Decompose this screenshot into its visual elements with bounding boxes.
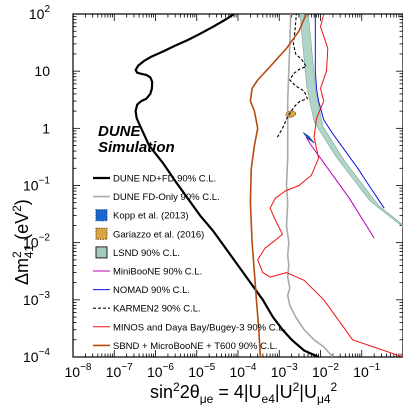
x-tick-label: 10−8 — [65, 362, 92, 380]
y-tick-label: 102 — [29, 4, 51, 22]
legend-label-kopp-et-al-2013: Kopp et al. (2013) — [113, 211, 189, 222]
karmen2-90-c-l-curve — [276, 14, 308, 138]
kopp-allowed-region — [302, 132, 315, 144]
legend-swatch-kopp-et-al-2013 — [95, 209, 108, 222]
legend-label-dune-fd-only-90-c-l: DUNE FD-Only 90% C.L. — [113, 192, 220, 203]
legend-label-miniboone-90-c-l: MiniBooNE 90% C.L. — [113, 267, 202, 278]
y-tick-label: 10−1 — [23, 176, 50, 194]
x-tick-label: 10−5 — [188, 362, 215, 380]
legend: DUNE ND+FD 90% C.L. DUNE FD-Only 90% C.L.… — [93, 174, 286, 352]
sbnd-microboone-t600-90-c-l-curve — [249, 14, 307, 357]
annotation-simulation: Simulation — [98, 139, 175, 156]
dune-nd-fd-90-c-l-curve — [134, 14, 320, 357]
legend-label-sbnd-microboone-t600-90-c-l: SBND + MicroBooNE + T600 90% C.L. — [113, 341, 278, 352]
miniboone-90-c-l-curve — [305, 136, 375, 239]
legend-label-lsnd-90-c-l: LSND 90% C.L. — [113, 248, 180, 259]
x-tick-label: 10−7 — [106, 362, 133, 380]
x-tick-label: 10−3 — [271, 362, 298, 380]
minos-and-daya-bay-bugey-3-90-c-l-curve — [257, 14, 403, 357]
legend-label-gariazzo-et-al-2016: Gariazzo et al. (2016) — [113, 229, 204, 240]
x-axis-label: sin22θμe = 4|Ue4|U2|Uμ42 — [150, 380, 338, 405]
exclusion-curves — [134, 14, 403, 357]
allowed-regions — [285, 14, 403, 227]
y-axis-label: Δm241 (eV2) — [10, 199, 36, 285]
nomad-90-c-l-curve — [314, 14, 385, 209]
y-tick-label: 10−2 — [23, 233, 50, 251]
legend-label-dune-nd-fd-90-c-l: DUNE ND+FD 90% C.L. — [113, 174, 216, 185]
y-tick-label: 10−3 — [23, 290, 50, 308]
legend-label-karmen2-90-c-l: KARMEN2 90% C.L. — [113, 304, 201, 315]
x-tick-label: 10−4 — [230, 362, 257, 380]
dune-fd-only-90-c-l-curve — [285, 14, 334, 357]
y-tick-label: 10−4 — [23, 347, 50, 365]
x-tick-label: 10−6 — [147, 362, 174, 380]
tick-labels: 10−8 10−7 10−6 10−5 10−4 10−3 10−2 10−1 10−4 10−3… — [23, 4, 381, 380]
y-tick-label: 1 — [42, 120, 50, 136]
x-tick-label: 10−2 — [312, 362, 339, 380]
legend-swatch-gariazzo-et-al-2016 — [95, 227, 108, 240]
lsnd-allowed-region — [299, 14, 403, 227]
gariazzo-allowed-region — [287, 110, 297, 118]
x-tick-label: 10−1 — [353, 362, 380, 380]
legend-label-nomad-90-c-l: NOMAD 90% C.L. — [113, 285, 190, 296]
annotation-dune: DUNE — [98, 123, 141, 140]
y-tick-label: 10 — [34, 63, 50, 79]
legend-swatch-lsnd-90-c-l — [95, 246, 108, 259]
legend-label-minos-and-daya-bay-bugey-3-90-c-l: MINOS and Daya Bay/Bugey-3 90% C.L. — [113, 322, 286, 333]
